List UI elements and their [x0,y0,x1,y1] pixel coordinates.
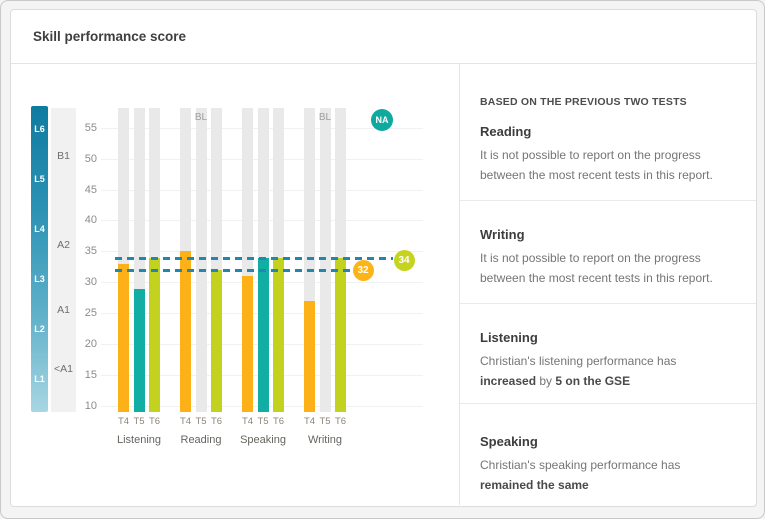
score-bar [211,269,222,412]
na-badge: NA [371,109,393,131]
y-tick-label: 50 [84,152,97,165]
cefr-band-label: B1 [57,149,70,162]
y-tick-label: 10 [84,400,97,413]
bold-text: 5 on the GSE [555,374,631,388]
text: by [536,374,556,388]
test-label: T5 [319,416,331,427]
cefr-band-column [51,108,76,412]
section-body: Christian's speaking performance has rem… [480,455,730,495]
panel-header: BASED ON THE PREVIOUS TWO TESTS [480,96,687,108]
gse-level-label: L1 [34,374,45,384]
skill-performance-card: Skill performance score 55 50 45 40 35 30 25 20… [10,9,757,507]
test-label: T5 [257,416,269,427]
bar-track [319,108,331,412]
score-badge: 34 [393,249,415,271]
skill-label: Speaking [240,434,286,446]
test-label: T5 [133,416,145,427]
bar-track [195,108,207,412]
bold-text: increased [480,374,537,388]
skill-label: Reading [180,434,222,446]
panel-section-reading: BASED ON THE PREVIOUS TWO TESTS Reading … [460,64,756,201]
page-title: Skill performance score [33,29,187,44]
y-tick-label: 35 [84,245,97,258]
bar-track [133,108,145,412]
cefr-band-label: A1 [57,304,70,317]
test-label: T4 [303,416,316,427]
test-label: T6 [334,416,347,427]
gse-level-bar [31,106,48,412]
text: It is not possible to report on the prog… [480,251,713,285]
section-body: Christian's listening performance has in… [480,351,730,391]
text: It is not possible to report on the prog… [480,148,713,182]
test-label: T6 [272,416,285,427]
bar-track [242,108,253,412]
bold-text: remained the same [480,478,589,492]
y-tick-label: 45 [84,183,97,196]
score-bar [335,257,346,412]
y-tick-label: 15 [84,369,97,382]
score-bar [133,288,145,412]
score-bar [304,300,315,412]
gse-level-label: L3 [34,274,45,284]
cefr-band-label: <A1 [54,362,73,375]
baseline-label: BL [318,112,332,123]
score-bar [149,257,160,412]
panel-section-speaking: Speaking Christian's speaking performanc… [460,404,756,505]
y-tick-label: 30 [84,276,97,289]
section-title: Speaking [480,434,538,449]
test-label: T4 [179,416,192,427]
skill-label: Writing [307,434,343,446]
reference-line [115,268,352,272]
test-label: T5 [195,416,207,427]
gse-level-label: L4 [34,224,45,234]
y-tick-label: 20 [84,338,97,351]
section-title: Writing [480,227,525,242]
skill-label: Listening [116,434,162,446]
test-label: T4 [241,416,254,427]
score-bar [118,263,129,412]
y-tick-label: 40 [84,214,97,227]
panel-section-writing: Writing It is not possible to report on … [460,201,756,304]
section-body: It is not possible to report on the prog… [480,248,730,288]
reference-line [115,256,393,260]
progress-panel: BASED ON THE PREVIOUS TWO TESTS Reading … [459,64,756,505]
score-badge: 32 [352,259,374,281]
text: Christian's listening performance has [480,354,677,368]
baseline-label: BL [194,112,208,123]
test-label: T6 [148,416,161,427]
test-label: T6 [210,416,223,427]
section-body: It is not possible to report on the prog… [480,145,730,185]
card-body: 55 50 45 40 35 30 25 20 15 10 L6 L5 L4 L3 L2 L1 B1 A2 A1 <A… [11,64,756,505]
bar-track [304,108,315,412]
gse-level-label: L6 [34,124,45,134]
score-bar [242,276,253,412]
score-bar [180,251,191,412]
skill-performance-chart: 55 50 45 40 35 30 25 20 15 10 L6 L5 L4 L3 L2 L1 B1 A2 A1 <A… [11,64,459,505]
gse-level-label: L5 [34,174,45,184]
y-tick-label: 25 [84,307,97,320]
cefr-band-label: A2 [57,239,70,252]
y-tick-label: 55 [84,121,97,134]
section-title: Listening [480,330,538,345]
bar-track [118,108,129,412]
score-bar [273,257,284,412]
section-title: Reading [480,124,532,139]
text: Christian's speaking performance has [480,458,681,472]
card-header: Skill performance score [11,10,756,64]
bar-track [211,108,222,412]
score-bar [257,257,269,412]
panel-section-listening: Listening Christian's listening performa… [460,304,756,404]
test-label: T4 [117,416,130,427]
gse-level-label: L2 [34,324,45,334]
